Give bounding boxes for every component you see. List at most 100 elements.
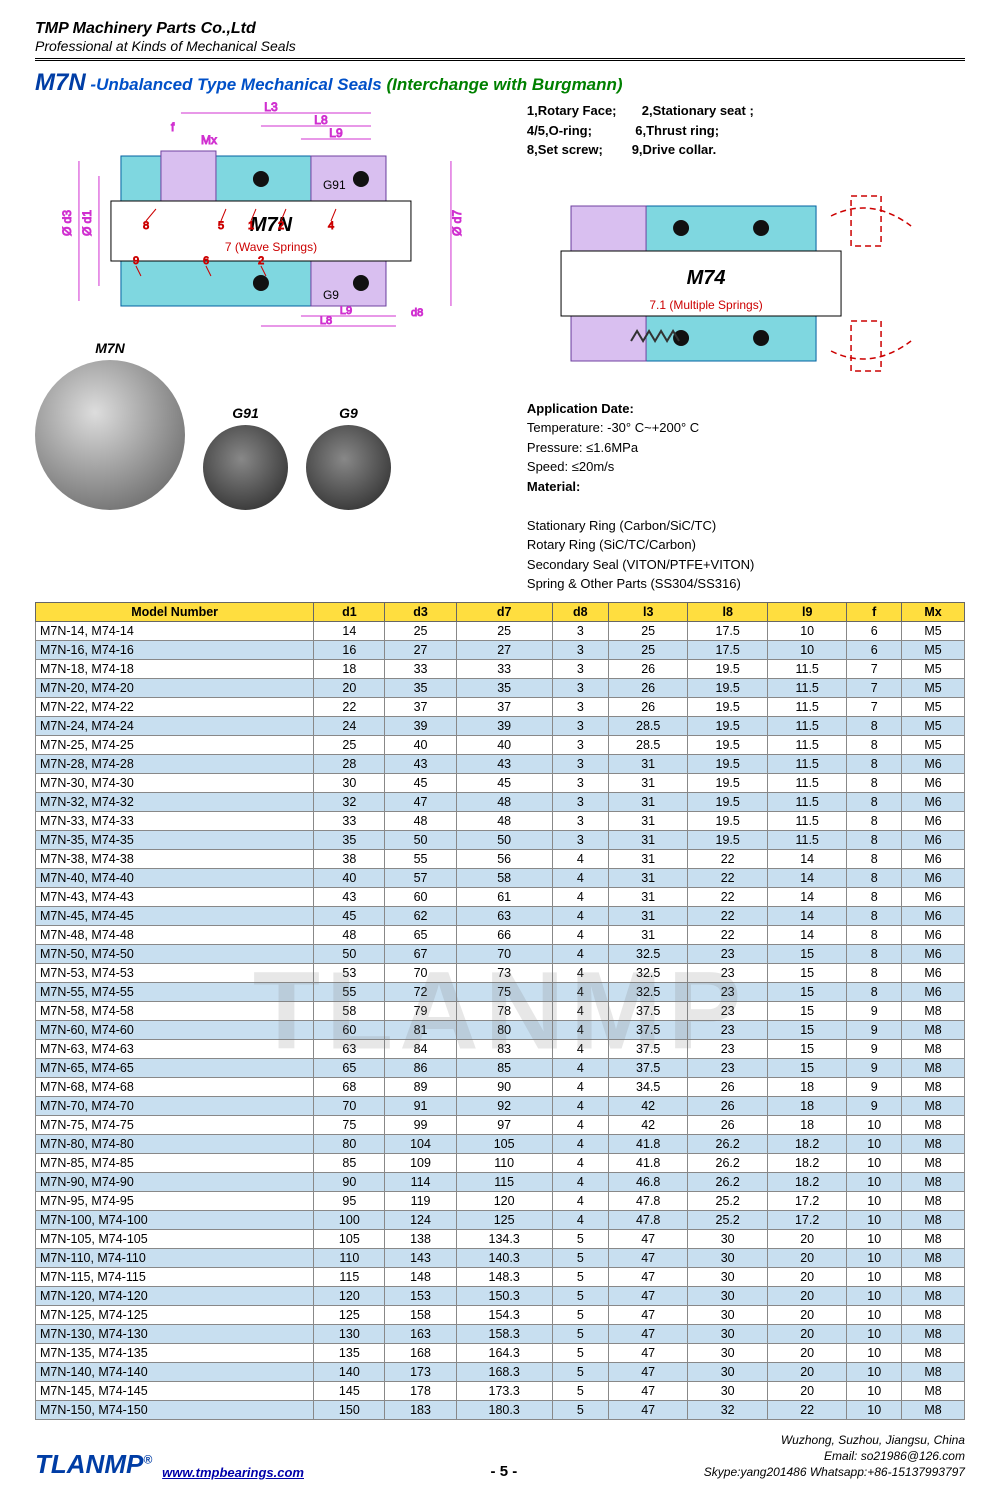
svg-text:G91: G91 <box>323 178 346 192</box>
photo-g91 <box>203 425 288 510</box>
part-8: 8,Set screw; <box>527 142 603 157</box>
col-model-number: Model Number <box>36 602 314 621</box>
table-row: M7N-100, M74-100100124125447.825.217.210… <box>36 1210 965 1229</box>
svg-text:L8: L8 <box>320 315 332 327</box>
footer-skype: Skype:yang201486 Whatsapp:+86-1513799379… <box>704 1464 965 1480</box>
table-row: M7N-135, M74-135135168164.3547302010M8 <box>36 1343 965 1362</box>
table-row: M7N-45, M74-4545626343122148M6 <box>36 906 965 925</box>
col-d3: d3 <box>385 602 456 621</box>
svg-text:Ø d3: Ø d3 <box>60 210 74 236</box>
table-row: M7N-105, M74-105105138134.3547302010M8 <box>36 1229 965 1248</box>
footer-addr: Wuzhong, Suzhou, Jiangsu, China <box>704 1432 965 1448</box>
title-model: M7N <box>35 69 86 96</box>
svg-text:Ø d7: Ø d7 <box>450 210 464 236</box>
svg-text:1: 1 <box>248 220 254 232</box>
table-row: M7N-130, M74-130130163158.3547302010M8 <box>36 1324 965 1343</box>
table-wrap: Model Numberd1d3d7d8l3l8l9fMx M7N-14, M7… <box>35 602 965 1420</box>
col-l9: l9 <box>767 602 847 621</box>
app-heading: Application Date: <box>527 399 965 419</box>
app-mat-hd: Material: <box>527 477 965 497</box>
photo-g9 <box>306 425 391 510</box>
table-row: M7N-55, M74-55557275432.523158M6 <box>36 982 965 1001</box>
table-row: M7N-125, M74-125125158154.3547302010M8 <box>36 1305 965 1324</box>
col-mx: Mx <box>902 602 965 621</box>
title-interchange: (Interchange with Burgmann) <box>386 75 622 94</box>
part-2: 2,Stationary seat ; <box>642 103 754 118</box>
table-row: M7N-75, M74-75759997442261810M8 <box>36 1115 965 1134</box>
svg-text:7.1 (Multiple Springs): 7.1 (Multiple Springs) <box>649 298 762 312</box>
table-row: M7N-80, M74-8080104105441.826.218.210M8 <box>36 1134 965 1153</box>
svg-text:9: 9 <box>133 255 139 267</box>
part-6: 6,Thrust ring; <box>635 123 719 138</box>
title-sub: -Unbalanced Type Mechanical Seals <box>90 75 381 94</box>
svg-text:M7N: M7N <box>250 214 293 236</box>
table-row: M7N-68, M74-68688990434.526189M8 <box>36 1077 965 1096</box>
table-row: M7N-145, M74-145145178173.3547302010M8 <box>36 1381 965 1400</box>
svg-text:6: 6 <box>203 255 209 267</box>
parts-legend: 1,Rotary Face; 2,Stationary seat ; 4/5,O… <box>527 101 965 160</box>
svg-text:L8: L8 <box>314 113 328 127</box>
table-row: M7N-120, M74-120120153150.3547302010M8 <box>36 1286 965 1305</box>
app-press: Pressure: ≤1.6MPa <box>527 438 965 458</box>
svg-text:4: 4 <box>328 220 334 232</box>
table-row: M7N-43, M74-4343606143122148M6 <box>36 887 965 906</box>
svg-text:7 (Wave Springs): 7 (Wave Springs) <box>225 240 317 254</box>
table-row: M7N-28, M74-2828434333119.511.58M6 <box>36 754 965 773</box>
table-row: M7N-38, M74-3838555643122148M6 <box>36 849 965 868</box>
footer-url[interactable]: www.tmpbearings.com <box>162 1465 304 1480</box>
svg-text:L9: L9 <box>340 305 352 317</box>
svg-text:2: 2 <box>258 255 264 267</box>
spec-table: Model Numberd1d3d7d8l3l8l9fMx M7N-14, M7… <box>35 602 965 1420</box>
app-m3: Secondary Seal (VITON/PTFE+VITON) <box>527 555 965 575</box>
footer-logo: TLANMP® <box>35 1449 152 1480</box>
company-tagline: Professional at Kinds of Mechanical Seal… <box>35 38 965 54</box>
table-row: M7N-35, M74-3535505033119.511.58M6 <box>36 830 965 849</box>
table-row: M7N-140, M74-140140173168.3547302010M8 <box>36 1362 965 1381</box>
photo-row: M7N G91 G9 <box>35 340 517 510</box>
photo-m7n <box>35 360 185 510</box>
table-row: M7N-14, M74-1414252532517.5106M5 <box>36 621 965 640</box>
app-m1: Stationary Ring (Carbon/SiC/TC) <box>527 516 965 536</box>
svg-text:8: 8 <box>143 220 149 232</box>
svg-text:L3: L3 <box>264 101 278 114</box>
part-9: 9,Drive collar. <box>632 142 717 157</box>
diagram-m74: M74 7.1 (Multiple Springs) <box>527 166 965 396</box>
svg-text:Ø d1: Ø d1 <box>80 210 94 236</box>
col-l3: l3 <box>608 602 688 621</box>
app-m2: Rotary Ring (SiC/TC/Carbon) <box>527 535 965 555</box>
diagram-m7n: L3 L8 L9 f Mx Ø d3 Ø d1 Ø d7 <box>35 101 517 331</box>
table-row: M7N-150, M74-150150183180.3547322210M8 <box>36 1400 965 1419</box>
table-row: M7N-40, M74-4040575843122148M6 <box>36 868 965 887</box>
footer-email: Email: so21986@126.com <box>704 1448 965 1464</box>
table-row: M7N-50, M74-50506770432.523158M6 <box>36 944 965 963</box>
table-row: M7N-53, M74-53537073432.523158M6 <box>36 963 965 982</box>
col-l8: l8 <box>688 602 768 621</box>
table-row: M7N-18, M74-1818333332619.511.57M5 <box>36 659 965 678</box>
table-row: M7N-20, M74-2020353532619.511.57M5 <box>36 678 965 697</box>
table-row: M7N-60, M74-60608180437.523159M8 <box>36 1020 965 1039</box>
footer-contact: Wuzhong, Suzhou, Jiangsu, China Email: s… <box>704 1432 965 1481</box>
table-row: M7N-16, M74-1616272732517.5106M5 <box>36 640 965 659</box>
table-row: M7N-85, M74-8585109110441.826.218.210M8 <box>36 1153 965 1172</box>
svg-text:2: 2 <box>278 220 284 232</box>
part-1: 1,Rotary Face; <box>527 103 617 118</box>
page-footer: TLANMP® www.tmpbearings.com - 5 - Wuzhon… <box>35 1432 965 1481</box>
col-f: f <box>847 602 902 621</box>
svg-text:L9: L9 <box>329 126 343 140</box>
svg-text:5: 5 <box>218 220 224 232</box>
col-d8: d8 <box>552 602 608 621</box>
table-row: M7N-24, M74-24243939328.519.511.58M5 <box>36 716 965 735</box>
col-d1: d1 <box>314 602 385 621</box>
page-number: - 5 - <box>491 1463 518 1480</box>
table-row: M7N-63, M74-63638483437.523159M8 <box>36 1039 965 1058</box>
app-speed: Speed: ≤20m/s <box>527 457 965 477</box>
svg-text:M74: M74 <box>687 267 726 289</box>
photo-label-g9: G9 <box>339 405 358 421</box>
table-row: M7N-33, M74-3333484833119.511.58M6 <box>36 811 965 830</box>
photo-label-m7n: M7N <box>95 340 125 356</box>
company-name: TMP Machinery Parts Co.,Ltd <box>35 20 965 38</box>
product-title: M7N -Unbalanced Type Mechanical Seals (I… <box>35 69 965 97</box>
table-row: M7N-90, M74-9090114115446.826.218.210M8 <box>36 1172 965 1191</box>
page-header: TMP Machinery Parts Co.,Ltd Professional… <box>35 20 965 61</box>
svg-text:Mx: Mx <box>201 133 217 147</box>
